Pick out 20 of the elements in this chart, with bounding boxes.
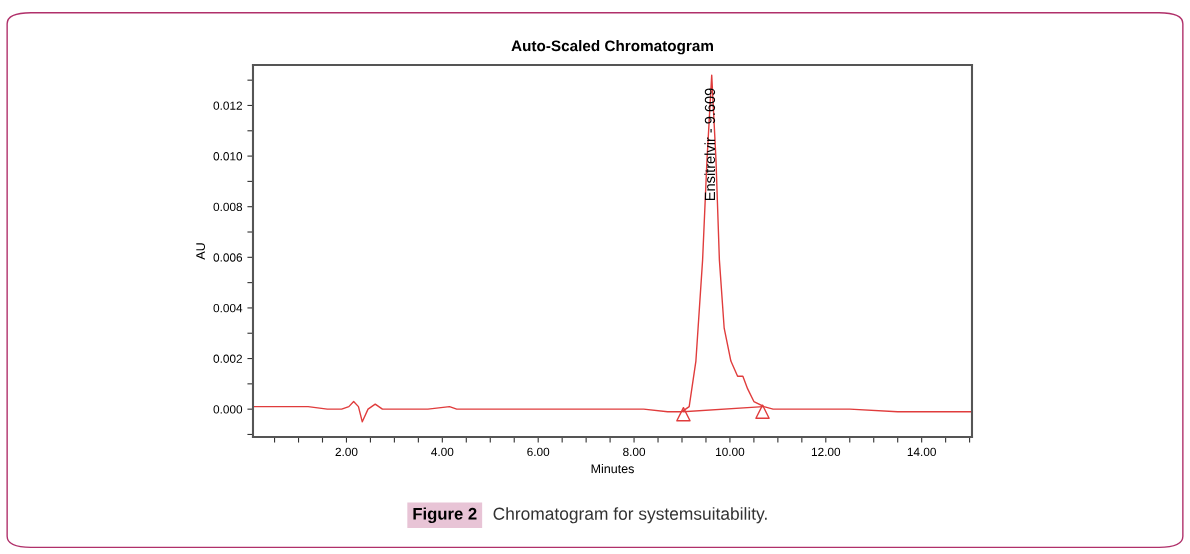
y-tick-label: 0.008 <box>213 202 243 212</box>
x-tick-label: 12.00 <box>811 447 841 457</box>
y-tick-label: 0.006 <box>213 253 243 262</box>
x-tick-label: 6.00 <box>527 447 550 457</box>
y-tick-label: 0.004 <box>213 303 243 313</box>
y-axis-title: AU <box>196 243 206 260</box>
x-tick-label: 4.00 <box>431 447 454 457</box>
text: Chromatogram for systemsuitability. <box>493 507 767 524</box>
x-tick-label: 14.00 <box>907 447 936 457</box>
y-tick-label: 0.002 <box>213 354 242 363</box>
y-tick-label: 0.000 <box>213 405 243 414</box>
annotation: Ensitrelvir - 9.609 <box>704 88 716 201</box>
x-tick-label: 10.00 <box>716 447 745 457</box>
y-tick-label: 0.012 <box>213 101 242 110</box>
x-tick-label: 2.00 <box>335 447 358 457</box>
y-tick-label: 0.010 <box>213 152 243 161</box>
x-tick-label: 8.00 <box>623 447 646 457</box>
chart-title: Auto-Scaled Chromatogram <box>511 40 713 55</box>
x-axis-title: Minutes <box>591 463 634 474</box>
caption: Figure 2 <box>413 507 477 524</box>
